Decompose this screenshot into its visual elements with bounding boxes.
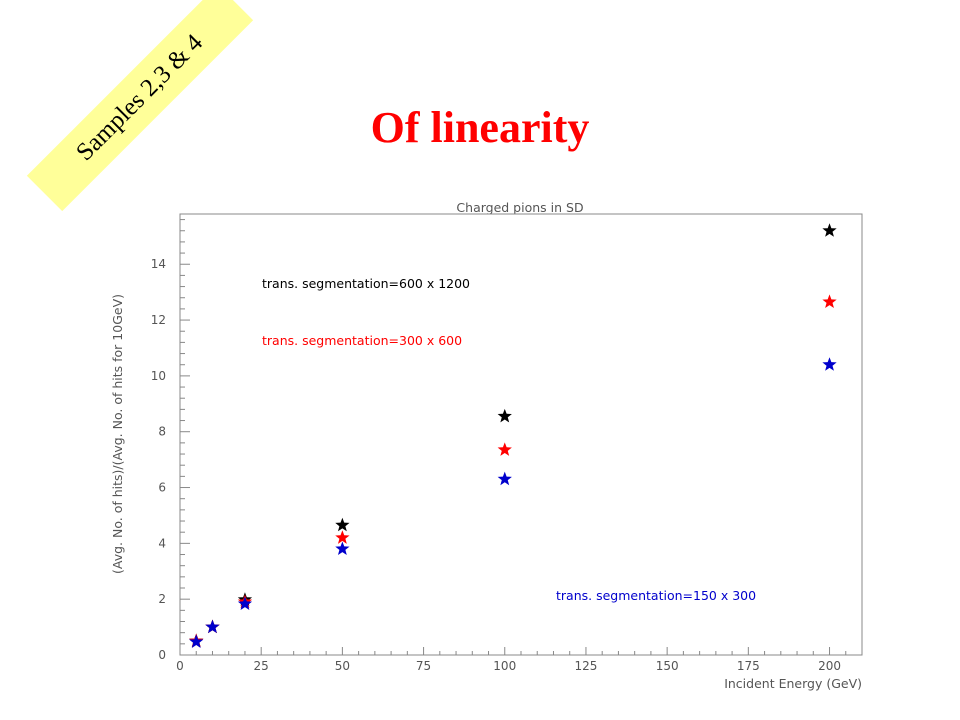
- data-point: [497, 408, 512, 423]
- slide-title: Of linearity: [370, 103, 590, 152]
- data-point: [189, 634, 204, 648]
- x-tick-label: 50: [335, 659, 350, 673]
- y-tick-label: 10: [151, 369, 166, 383]
- chart-title: Charged pions in SD: [456, 200, 583, 215]
- data-point: [822, 357, 837, 371]
- legend-label-600x1200: trans. segmentation=600 x 1200: [262, 276, 470, 291]
- data-point: [237, 596, 253, 610]
- series-layer: [189, 223, 837, 648]
- y-axis-ticks: 0 2 4 6 8 10 12 14: [151, 219, 190, 662]
- data-point: [335, 517, 350, 532]
- legend-label-150x300: trans. segmentation=150 x 300: [556, 588, 756, 603]
- data-point: [822, 223, 837, 237]
- x-axis-title: Incident Energy (GeV): [724, 676, 862, 691]
- data-point: [205, 619, 220, 634]
- y-tick-label: 2: [158, 592, 166, 606]
- x-tick-label: 200: [818, 659, 841, 673]
- x-tick-label: 75: [416, 659, 431, 673]
- data-point: [497, 471, 512, 486]
- y-tick-label: 14: [151, 257, 166, 271]
- y-tick-label: 6: [158, 481, 166, 495]
- x-axis-ticks: 0 25 50 75 100 125 150 175 200: [176, 647, 863, 673]
- y-tick-label: 4: [158, 536, 166, 550]
- y-axis-title: (Avg. No. of hits)/(Avg. No. of hits for…: [110, 294, 125, 574]
- y-tick-label: 0: [158, 648, 166, 662]
- data-point: [335, 530, 350, 544]
- legend-label-300x600: trans. segmentation=300 x 600: [262, 333, 462, 348]
- data-point: [497, 442, 512, 456]
- data-point: [335, 541, 350, 555]
- y-tick-label: 12: [151, 313, 166, 327]
- x-tick-label: 25: [254, 659, 269, 673]
- x-tick-label: 0: [176, 659, 184, 673]
- x-tick-label: 175: [737, 659, 760, 673]
- data-point: [822, 294, 837, 308]
- x-tick-label: 125: [574, 659, 597, 673]
- x-tick-label: 100: [493, 659, 516, 673]
- y-tick-label: 8: [158, 425, 166, 439]
- series-2: [189, 357, 837, 648]
- x-tick-label: 150: [656, 659, 679, 673]
